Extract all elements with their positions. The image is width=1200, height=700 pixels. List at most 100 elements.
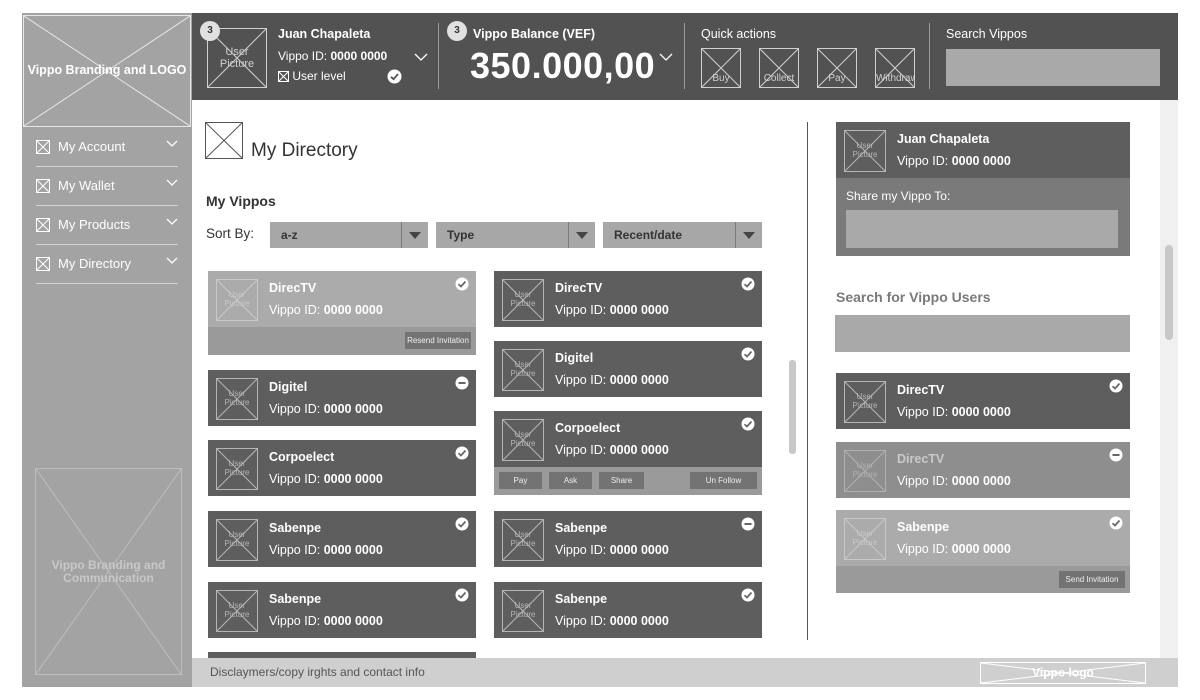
divider — [568, 222, 569, 248]
pay-label: Pay — [828, 73, 846, 84]
vippo-card[interactable]: User Picture Sabenpe Vippo ID: 0000 0000 — [494, 582, 762, 638]
user-picture: User Picture — [502, 519, 544, 561]
share-button[interactable]: Share — [599, 472, 644, 489]
search-result-card[interactable]: User Picture Sabenpe Vippo ID: 0000 0000… — [836, 510, 1130, 593]
vippo-card[interactable]: User Picture Sabenpe Vippo ID: 0000 0000 — [494, 511, 762, 567]
pay-button[interactable]: Pay — [817, 48, 857, 88]
user-picture: User Picture — [216, 279, 258, 321]
collect-button[interactable]: Collect — [759, 48, 799, 88]
footer-logo[interactable]: Vippo logo — [980, 662, 1146, 684]
sort-az-value: a-z — [281, 228, 298, 242]
divider — [438, 23, 439, 89]
id-label: Vippo ID: — [555, 543, 607, 557]
user-picture: User Picture — [502, 419, 544, 461]
user-name: Juan Chapaleta — [278, 27, 371, 41]
ask-button[interactable]: Ask — [549, 472, 592, 489]
card-name: DirecTV — [555, 281, 603, 295]
sort-recent-select[interactable]: Recent/date — [603, 222, 762, 248]
user-picture: User Picture — [216, 378, 258, 420]
sort-az-select[interactable]: a-z — [270, 222, 428, 248]
vippo-card[interactable]: User Picture Digitel Vippo ID: 0000 0000 — [208, 370, 476, 426]
withdraw-label: Withdraw — [876, 73, 915, 84]
top-bar: User Picture 3 Juan Chapaleta Vippo ID: … — [192, 13, 1178, 100]
balance-value: 350.000,00 — [470, 45, 656, 86]
id-label: Vippo ID: — [897, 405, 949, 419]
vippo-card[interactable]: User Picture Sabenpe Vippo ID: 0000 0000 — [208, 511, 476, 567]
card-id: Vippo ID: 0000 0000 — [269, 614, 383, 628]
withdraw-button[interactable]: Withdraw — [875, 48, 915, 88]
vippo-card[interactable]: User Picture Digitel Vippo ID: 0000 0000 — [494, 341, 762, 397]
send-invitation-button[interactable]: Send Invitation — [1059, 571, 1125, 588]
user-level-icon — [278, 71, 289, 83]
section-title: My Vippos — [206, 193, 276, 209]
sidebar-item-my-products[interactable]: My Products — [36, 206, 178, 245]
id-value: 0000 0000 — [951, 405, 1011, 419]
card-action-bar: Resend Invitation — [208, 327, 476, 355]
vippo-logo[interactable]: Vippo Branding and LOGO — [23, 15, 191, 127]
balance-notification-badge[interactable]: 3 — [447, 21, 467, 41]
picture-label: User Picture — [224, 290, 250, 308]
page-scrollbar-track[interactable] — [1160, 100, 1178, 658]
search-users-input[interactable] — [835, 315, 1130, 352]
placeholder-icon — [36, 140, 50, 154]
search-vippos-input[interactable] — [946, 49, 1160, 86]
sidebar-item-my-directory[interactable]: My Directory — [36, 245, 178, 284]
user-picture: User Picture — [844, 450, 886, 492]
share-input[interactable] — [846, 210, 1118, 248]
id-label: Vippo ID: — [897, 154, 949, 168]
sidebar-item-label: My Wallet — [58, 178, 115, 193]
sidebar-item-my-wallet[interactable]: My Wallet — [36, 167, 178, 206]
id-value: 0000 0000 — [951, 474, 1011, 488]
vippo-id-label: Vippo ID: — [278, 49, 328, 63]
vippo-card[interactable]: User Picture Sabenpe Vippo ID: 0000 0000 — [208, 582, 476, 638]
picture-label: User Picture — [852, 141, 878, 159]
sort-type-select[interactable]: Type — [436, 222, 595, 248]
buy-button[interactable]: Buy — [701, 48, 741, 88]
minus-icon[interactable] — [1109, 448, 1123, 462]
id-label: Vippo ID: — [897, 474, 949, 488]
card-name: DirecTV — [897, 383, 945, 397]
buy-label: Buy — [712, 73, 730, 84]
page-scrollbar-thumb[interactable] — [1165, 245, 1173, 340]
placeholder-icon — [36, 179, 50, 193]
profile-picture: User Picture — [844, 130, 886, 172]
unfollow-button[interactable]: Un Follow — [690, 472, 757, 489]
balance-chevron-icon[interactable] — [659, 53, 673, 62]
vippo-card[interactable]: User Picture DirecTV Vippo ID: 0000 0000 — [494, 271, 762, 327]
user-picture: User Picture — [216, 590, 258, 632]
user-menu-chevron-icon[interactable] — [414, 53, 428, 62]
user-notification-badge[interactable]: 3 — [200, 21, 220, 41]
card-id: Vippo ID: 0000 0000 — [269, 402, 383, 416]
card-name: Sabenpe — [897, 520, 950, 534]
vippo-card[interactable]: User Picture Corpoelect Vippo ID: 0000 0… — [494, 411, 762, 495]
placeholder-icon — [36, 218, 50, 232]
id-label: Vippo ID: — [269, 402, 321, 416]
logo-text: Vippo Branding and LOGO — [27, 63, 187, 78]
card-id: Vippo ID: 0000 0000 — [555, 443, 669, 457]
panel-divider — [807, 122, 808, 640]
resend-invitation-button[interactable]: Resend Invitation — [405, 332, 471, 349]
chevron-down-icon — [166, 257, 178, 264]
minus-icon[interactable] — [455, 376, 469, 390]
user-picture: User Picture — [844, 518, 886, 560]
user-picture[interactable]: User Picture — [207, 28, 267, 88]
id-value: 0000 0000 — [323, 402, 383, 416]
minus-icon[interactable] — [741, 517, 755, 531]
id-label: Vippo ID: — [269, 543, 321, 557]
sidebar-item-my-account[interactable]: My Account — [36, 128, 178, 167]
divider — [401, 222, 402, 248]
vippo-card[interactable]: User Picture Corpoelect Vippo ID: 0000 0… — [208, 440, 476, 496]
vippo-card[interactable]: User Picture DirecTV Vippo ID: 0000 0000… — [208, 271, 476, 355]
list-scrollbar[interactable] — [789, 360, 796, 454]
placeholder-icon — [36, 257, 50, 271]
search-result-card[interactable]: User Picture DirecTV Vippo ID: 0000 0000 — [836, 373, 1130, 429]
sort-type-value: Type — [447, 228, 475, 242]
pay-button[interactable]: Pay — [499, 472, 542, 489]
card-action-bar: Pay Ask Share Un Follow — [494, 467, 762, 495]
check-icon — [741, 417, 755, 431]
chevron-down-icon — [166, 140, 178, 147]
picture-label: User Picture — [852, 392, 878, 410]
picture-label: User Picture — [224, 601, 250, 619]
search-result-card[interactable]: User Picture DirecTV Vippo ID: 0000 0000 — [836, 442, 1130, 498]
card-name: Corpoelect — [269, 450, 335, 464]
